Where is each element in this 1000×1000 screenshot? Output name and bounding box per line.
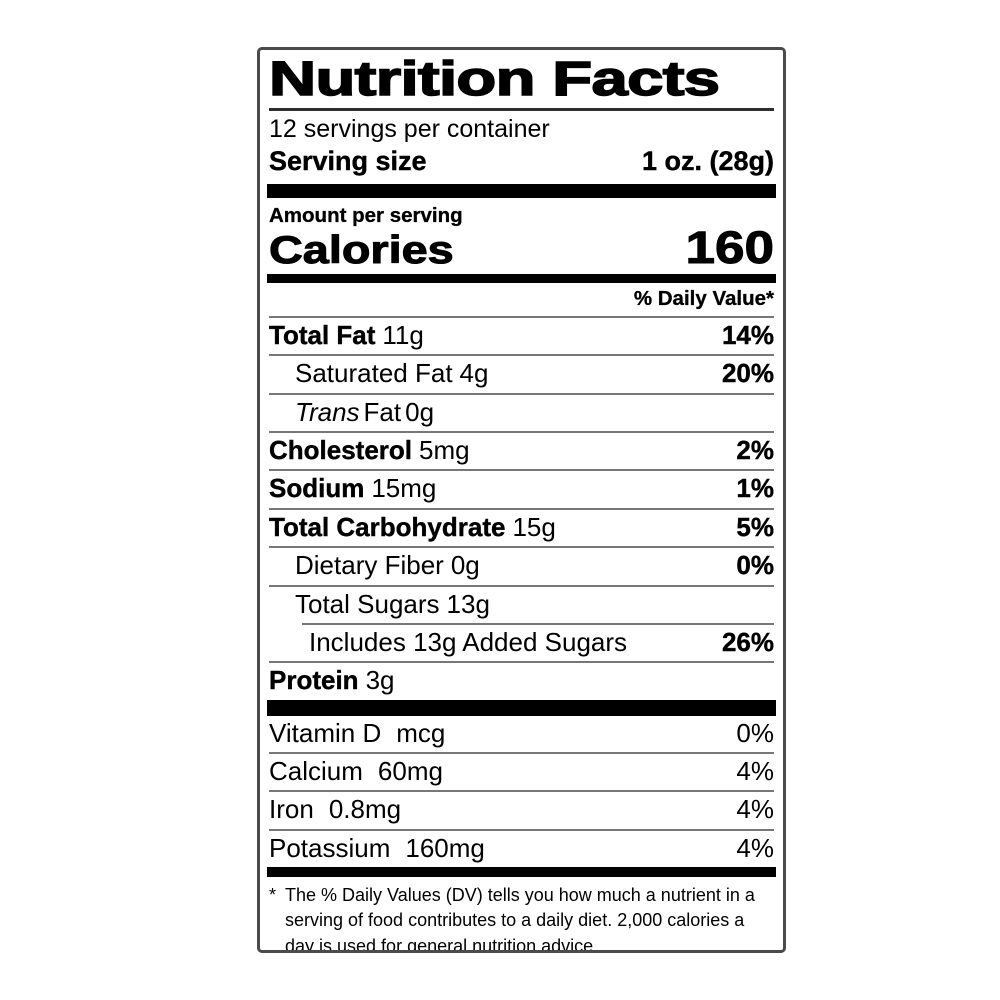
nutrient-daily-value: 2% (736, 435, 774, 466)
nutrient-daily-value: 14% (721, 319, 774, 350)
divider-bar-thick-top (267, 184, 776, 199)
title-divider (269, 108, 774, 112)
nutrient-amount: 0.8mg (328, 794, 402, 825)
nutrient-amount: 11g (382, 319, 424, 350)
nutrient-name: Fat (363, 396, 402, 427)
calories-label: Calories (268, 230, 454, 270)
row-dietary-fiber: Dietary Fiber 0g 0% (269, 546, 774, 584)
row-trans-fat: Trans Fat 0g (269, 392, 774, 431)
calories-label-text: Calories (268, 228, 454, 272)
calories-value-text: 160 (685, 222, 775, 274)
nutrient-name: Iron (269, 794, 314, 825)
row-iron: Iron 0.8mg 4% (269, 790, 774, 828)
nutrient-cell: Vitamin D mcg (269, 717, 446, 748)
nutrient-cell: Potassium 160mg (269, 832, 485, 863)
row-calcium: Calcium 60mg 4% (269, 752, 774, 790)
nutrient-cell: Sodium 15mg (269, 473, 437, 504)
nutrient-cell: Calcium 60mg (269, 756, 443, 787)
divider-bar-thick-protein (267, 699, 776, 716)
nutrient-amount: mcg (396, 717, 446, 748)
nutrient-cell: Total Sugars 13g (295, 588, 490, 619)
nutrient-name: Protein (269, 665, 359, 696)
row-protein: Protein 3g (269, 661, 774, 699)
row-potassium: Potassium 160mg 4% (269, 828, 774, 867)
nutrient-cell: Total Carbohydrate 15g (269, 511, 556, 542)
nutrient-amount: 0g (405, 396, 435, 427)
servings-per-container: 12 servings per container (269, 115, 550, 144)
divider-bar-medium-calories (267, 273, 776, 283)
nutrient-daily-value: 5% (736, 511, 774, 542)
divider-bar-medium-bottom (267, 867, 776, 878)
label-title-text: Nutrition Facts (268, 52, 721, 107)
nutrient-daily-value: 20% (721, 358, 774, 389)
nutrient-daily-value: 4% (736, 794, 774, 825)
nutrient-name: Total Sugars (295, 588, 440, 619)
row-total-fat: Total Fat 11g 14% (269, 315, 774, 354)
nutrient-cell: Iron 0.8mg (269, 794, 402, 825)
row-vitamin-d: Vitamin D mcg 0% (269, 716, 774, 752)
nutrient-daily-value: 26% (721, 626, 774, 657)
serving-size-value: 1 oz. (28g) (641, 146, 774, 177)
nutrient-amount: 160mg (405, 832, 485, 863)
nutrient-daily-value: 0% (736, 550, 774, 581)
nutrient-cell: Protein 3g (269, 665, 395, 696)
nutrition-facts-label: Nutrition Facts 12 servings per containe… (257, 47, 786, 953)
nutrient-daily-value: 4% (736, 756, 774, 787)
nutrient-name: Vitamin D (269, 717, 382, 748)
row-added-sugars: Includes 13g Added Sugars 26% (302, 622, 774, 661)
nutrient-amount: 15mg (371, 473, 437, 504)
nutrient-amount: 3g (365, 665, 395, 696)
nutrient-name: Total Carbohydrate (269, 511, 506, 542)
nutrient-name: Calcium (269, 756, 363, 787)
label-title: Nutrition Facts (268, 52, 774, 107)
nutrient-name: Saturated Fat (295, 358, 453, 389)
nutrient-amount: 5mg (419, 435, 470, 466)
nutrient-name: Sodium (269, 473, 365, 504)
nutrient-daily-value: 0% (736, 717, 774, 748)
nutrient-amount: 60mg (377, 756, 443, 787)
nutrient-amount: 4g (459, 358, 489, 389)
row-total-carbohydrate: Total Carbohydrate 15g 5% (269, 507, 774, 546)
nutrient-cell: Includes 13g Added Sugars (302, 626, 628, 657)
nutrient-daily-value: 1% (736, 473, 774, 504)
nutrient-amount: 13g (446, 588, 490, 619)
daily-value-header: % Daily Value* (633, 286, 774, 310)
nutrient-name: Dietary Fiber (295, 550, 444, 581)
nutrient-cell: Dietary Fiber 0g (295, 550, 480, 581)
calories-value: 160 (685, 225, 775, 271)
row-sodium: Sodium 15mg 1% (269, 469, 774, 507)
amount-per-serving-label: Amount per serving (269, 204, 463, 228)
nutrient-cell: Saturated Fat 4g (295, 358, 489, 389)
serving-size-label: Serving size (269, 146, 427, 177)
nutrient-cell: Trans Fat 0g (295, 396, 435, 427)
footnote-asterisk: * (269, 885, 277, 906)
nutrient-name: Includes 13g Added Sugars (309, 626, 628, 657)
row-saturated-fat: Saturated Fat 4g 20% (269, 354, 774, 392)
nutrient-name: Total Fat (269, 319, 376, 350)
nutrient-cell: Total Fat 11g (269, 319, 424, 350)
nutrient-amount: 0g (450, 550, 480, 581)
nutrient-daily-value: 4% (736, 832, 774, 863)
nutrient-amount: 15g (512, 511, 556, 542)
footnote: * The % Daily Values (DV) tells you how … (269, 877, 774, 953)
row-total-sugars: Total Sugars 13g (269, 584, 774, 623)
calories-row: Calories 160 (268, 225, 775, 274)
footnote-text: The % Daily Values (DV) tells you how mu… (285, 885, 755, 953)
nutrient-name-italic: Trans (295, 396, 360, 427)
nutrient-name: Cholesterol (269, 435, 413, 466)
nutrient-cell: Cholesterol 5mg (269, 435, 470, 466)
row-cholesterol: Cholesterol 5mg 2% (269, 431, 774, 469)
nutrient-name: Potassium (269, 832, 391, 863)
serving-size-row: Serving size 1 oz. (28g) (269, 144, 774, 184)
